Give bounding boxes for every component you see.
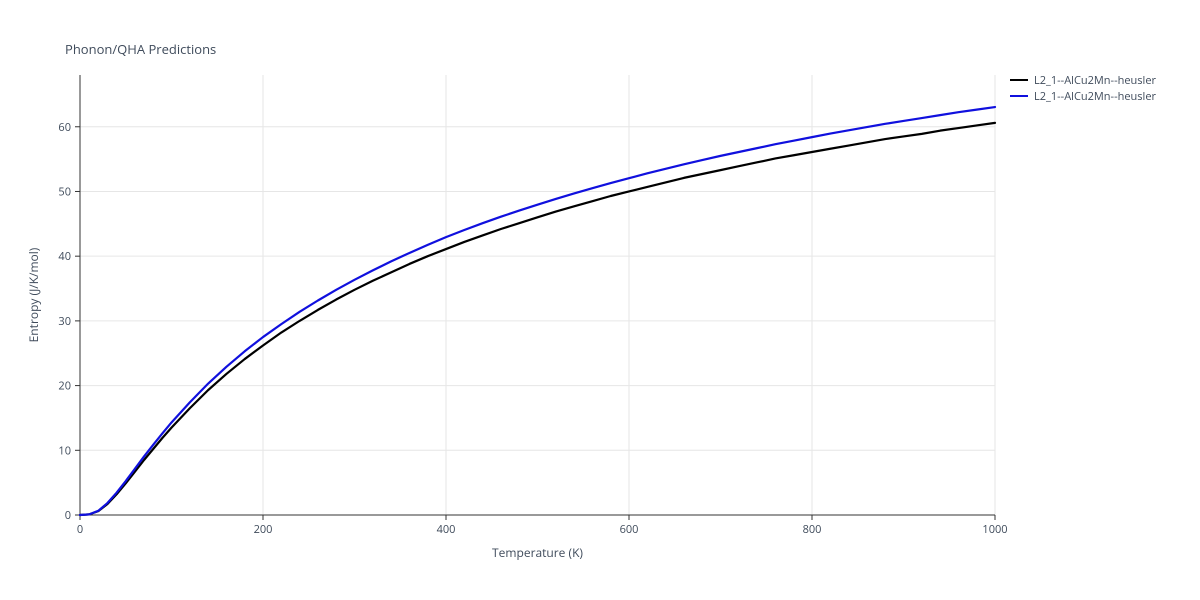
y-tick-label: 40 — [58, 249, 71, 264]
y-tick-label: 30 — [58, 314, 71, 329]
y-tick-label: 60 — [58, 120, 71, 135]
y-tick-label: 50 — [58, 184, 71, 199]
entropy-chart: 0 200 400 600 800 1000 0 10 20 30 40 50 60 Temperatur… — [0, 0, 1200, 600]
x-tick-label: 600 — [620, 522, 639, 537]
y-tick-label: 20 — [58, 379, 71, 394]
x-tick-label: 200 — [254, 522, 273, 537]
y-tick-label: 0 — [65, 508, 71, 523]
x-tick-label: 800 — [803, 522, 822, 537]
series-line-0 — [80, 123, 995, 515]
legend-label: L2_1--AlCu2Mn--heusler — [1034, 89, 1156, 104]
x-tick-label: 1000 — [982, 522, 1007, 537]
series-line-1 — [80, 107, 995, 515]
legend-label: L2_1--AlCu2Mn--heusler — [1034, 73, 1156, 88]
x-tick-label: 400 — [437, 522, 456, 537]
chart-container: Phonon/QHA Predictions 02004006008001000… — [0, 0, 1200, 600]
x-axis-label: Temperature (K) — [492, 544, 583, 561]
x-tick-label: 0 — [77, 522, 83, 537]
y-tick-label: 10 — [58, 443, 71, 458]
y-axis-label: Entropy (J/K/mol) — [25, 247, 42, 342]
